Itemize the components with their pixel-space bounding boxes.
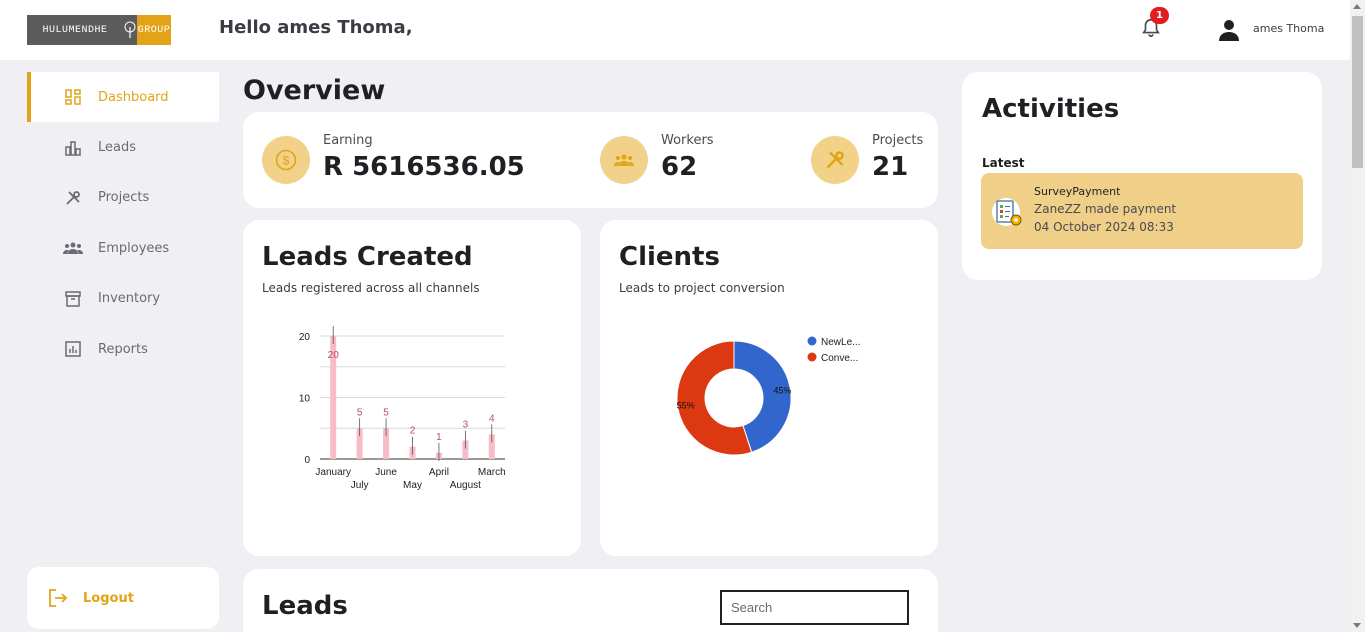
svg-text:$: $	[283, 154, 290, 168]
company-logo[interactable]: HULUMENDHE GROUP	[27, 15, 171, 45]
activities-card: Activities Latest SurveyPayment ZaneZZ m…	[962, 72, 1322, 280]
clients-subtitle: Leads to project conversion	[619, 281, 785, 295]
bar-data-label: 5	[383, 407, 389, 418]
sidebar-item-dashboard[interactable]: Dashboard	[27, 72, 219, 123]
search-input[interactable]	[720, 590, 909, 625]
bar-data-label: 4	[489, 413, 495, 424]
slice-percent-label: 45%	[773, 385, 791, 395]
clients-card: Clients Leads to project conversion 45% 5…	[600, 220, 938, 556]
stat-earning: $ Earning R 5616536.05	[262, 132, 525, 184]
tree-icon	[123, 15, 137, 45]
user-name[interactable]: ames Thoma	[1253, 22, 1325, 35]
y-tick-label: 10	[299, 394, 311, 405]
bar-chart-icon	[63, 138, 83, 158]
scrollbar-thumb[interactable]	[1352, 16, 1363, 168]
leads-created-title: Leads Created	[262, 242, 473, 272]
bar-data-label: 5	[357, 407, 363, 418]
sidebar-item-reports[interactable]: Reports	[27, 324, 219, 374]
leads-table-title: Leads	[262, 591, 348, 621]
activity-item[interactable]: SurveyPayment ZaneZZ made payment 04 Oct…	[981, 173, 1303, 249]
sidebar-item-label: Employees	[98, 240, 170, 256]
stat-value: 21	[872, 152, 909, 182]
tools-icon	[63, 188, 83, 208]
stat-label: Earning	[323, 133, 373, 148]
stat-label: Projects	[872, 133, 924, 148]
leads-created-card: Leads Created Leads registered across al…	[243, 220, 581, 556]
stat-projects: Projects 21	[811, 132, 923, 184]
report-icon	[63, 339, 83, 359]
people-icon	[63, 238, 83, 258]
bar-data-label: 20	[328, 350, 340, 361]
dashboard-icon	[63, 87, 83, 107]
logout-label: Logout	[83, 590, 134, 606]
stats-card: $ Earning R 5616536.05 Workers 62 Projec…	[243, 112, 938, 208]
people-icon	[600, 136, 648, 184]
activities-title: Activities	[982, 94, 1120, 124]
legend-label: NewLe...	[821, 337, 860, 348]
bar	[462, 440, 469, 459]
greeting-text: Hello ames Thoma,	[219, 17, 413, 38]
sidebar-item-inventory[interactable]: Inventory	[27, 274, 219, 324]
legend-label: Conve...	[821, 353, 858, 364]
x-tick-label: January	[315, 467, 351, 478]
stat-value: R 5616536.05	[323, 152, 525, 182]
tools-icon	[811, 136, 859, 184]
sidebar-item-label: Dashboard	[98, 89, 169, 105]
page-scrollbar[interactable]	[1350, 0, 1365, 632]
sidebar-item-label: Reports	[98, 341, 148, 357]
sidebar-item-projects[interactable]: Projects	[27, 173, 219, 223]
clients-donut-chart: 45% 55% NewLe... Conve...	[676, 336, 860, 456]
clients-title: Clients	[619, 242, 720, 272]
bar-data-label: 1	[436, 432, 442, 443]
user-avatar-icon[interactable]	[1218, 19, 1240, 41]
logo-text-right: GROUP	[137, 15, 171, 45]
bar	[356, 428, 363, 459]
y-tick-label: 0	[304, 455, 310, 466]
bar-data-label: 2	[410, 426, 416, 437]
scroll-down-arrow-icon[interactable]	[1353, 623, 1361, 628]
bar	[330, 336, 337, 459]
x-tick-label: April	[429, 467, 449, 478]
bar	[383, 428, 390, 459]
bar	[488, 434, 495, 459]
x-tick-label: March	[478, 467, 506, 478]
logo-text-left: HULUMENDHE	[27, 15, 123, 45]
bar-data-label: 3	[463, 420, 469, 431]
archive-icon	[63, 289, 83, 309]
donut-slice	[676, 340, 753, 456]
x-tick-label: June	[375, 467, 397, 478]
activity-message: ZaneZZ made payment	[1034, 202, 1177, 216]
legend-swatch	[807, 336, 817, 346]
x-tick-label: August	[450, 480, 481, 491]
leads-table-card: Leads	[243, 569, 938, 632]
leads-created-subtitle: Leads registered across all channels	[262, 281, 480, 295]
activities-latest-label: Latest	[982, 156, 1025, 170]
stat-value: 62	[661, 152, 698, 182]
y-tick-label: 20	[299, 332, 311, 343]
coin-icon: $	[262, 136, 310, 184]
sidebar-item-employees[interactable]: Employees	[27, 223, 219, 273]
sidebar-item-label: Leads	[98, 140, 137, 156]
sidebar-item-label: Projects	[98, 190, 150, 206]
x-tick-label: July	[351, 480, 369, 491]
overview-title: Overview	[243, 75, 386, 106]
stat-label: Workers	[661, 133, 714, 148]
sidebar-nav: Dashboard Leads Projects Employees Inven…	[27, 72, 219, 374]
logout-button[interactable]: Logout	[27, 567, 219, 629]
activity-type: SurveyPayment	[1034, 185, 1121, 198]
donut-slice	[733, 340, 792, 453]
slice-percent-label: 55%	[677, 401, 695, 411]
top-bar: HULUMENDHE GROUP Hello ames Thoma, 1 ame…	[0, 0, 1350, 60]
activity-time: 04 October 2024 08:33	[1034, 220, 1174, 234]
scroll-up-arrow-icon[interactable]	[1353, 4, 1361, 9]
sidebar-item-label: Inventory	[98, 291, 161, 307]
survey-payment-icon	[991, 195, 1025, 229]
x-tick-label: May	[403, 480, 422, 491]
legend-swatch	[807, 352, 817, 362]
stat-workers: Workers 62	[600, 132, 714, 184]
notification-badge[interactable]: 1	[1150, 7, 1169, 24]
sidebar-item-leads[interactable]: Leads	[27, 122, 219, 172]
logout-icon	[47, 587, 69, 609]
leads-bar-chart: 0 10 20 20 January 5 July 5 June 2 May 1 April 3 Augus…	[299, 326, 506, 491]
